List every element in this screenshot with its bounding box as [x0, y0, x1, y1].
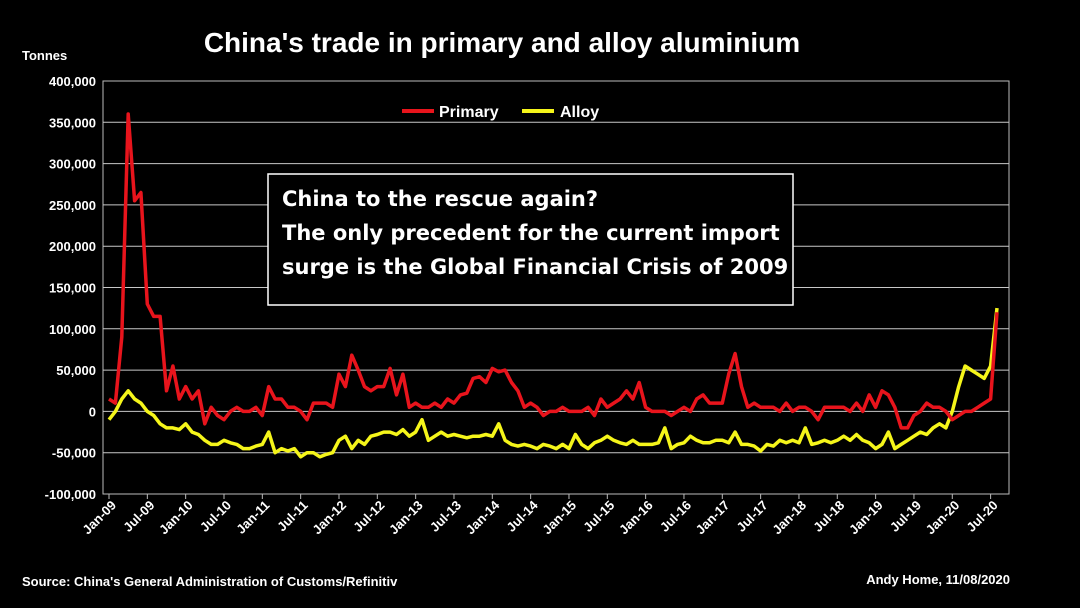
legend-label-primary: Primary: [439, 104, 499, 121]
y-tick-label: 150,000: [49, 281, 96, 296]
y-tick-label: 400,000: [49, 74, 96, 89]
y-tick-label: 100,000: [49, 322, 96, 337]
series-line-primary: [108, 112, 999, 430]
y-tick-label: 300,000: [49, 157, 96, 172]
x-tick-label: Jul-10: [197, 498, 234, 535]
x-tick-label: Jan-13: [386, 498, 426, 538]
x-tick-label: Jul-13: [427, 498, 464, 535]
x-tick-label: Jul-15: [580, 498, 617, 535]
y-tick-label: 350,000: [49, 115, 96, 130]
annotation-line-2: The only precedent for the current impor…: [282, 221, 780, 245]
y-tick-label: 200,000: [49, 239, 96, 254]
annotation-box: China to the rescue again? The only prec…: [267, 173, 794, 306]
x-tick-label: Jan-17: [693, 498, 733, 538]
x-tick-label: Jan-14: [463, 497, 503, 537]
x-tick-label: Jan-20: [923, 498, 963, 538]
x-tick-label: Jul-16: [657, 498, 694, 535]
x-tick-label: Jan-12: [309, 498, 349, 538]
y-tick-label: 50,000: [56, 363, 96, 378]
x-tick-label: Jul-18: [810, 498, 847, 535]
author-note: Andy Home, 11/08/2020: [866, 572, 1010, 587]
y-tick-label: -100,000: [45, 487, 96, 502]
x-tick-label: Jul-09: [120, 498, 157, 535]
x-tick-label: Jul-19: [887, 498, 924, 535]
x-tick-label: Jan-18: [769, 498, 809, 538]
series-lines: [107, 112, 999, 459]
annotation-line-1: China to the rescue again?: [282, 187, 598, 211]
y-tick-label: 0: [89, 404, 96, 419]
y-tick-label: 250,000: [49, 198, 96, 213]
x-tick-label: Jul-14: [504, 497, 542, 535]
legend-label-alloy: Alloy: [560, 104, 599, 121]
x-tick-label: Jan-09: [79, 498, 119, 538]
chart-title: China's trade in primary and alloy alumi…: [204, 27, 800, 58]
x-tick-label: Jan-15: [539, 498, 579, 538]
gridlines: [103, 121, 1009, 454]
x-tick-label: Jul-20: [964, 498, 1001, 535]
x-tick-label: Jul-17: [734, 498, 771, 535]
y-tick-labels: 400,000 350,000 300,000 250,000 200,000 150,0…: [45, 74, 96, 502]
x-tick-label: Jan-10: [156, 498, 196, 538]
x-tick-label: Jan-19: [846, 498, 886, 538]
x-tick-label: Jul-11: [274, 498, 311, 535]
source-note: Source: China's General Administration o…: [22, 574, 398, 589]
annotation-line-3: surge is the Global Financial Crisis of …: [282, 255, 788, 279]
y-axis-label: Tonnes: [22, 48, 67, 63]
y-tick-label: -50,000: [52, 446, 96, 461]
x-tick-label: Jul-12: [350, 498, 387, 535]
x-tick-label: Jan-11: [233, 498, 272, 537]
legend: Primary Alloy: [402, 104, 599, 121]
x-tick-label: Jan-16: [616, 498, 656, 538]
series-line-alloy: [107, 307, 999, 459]
